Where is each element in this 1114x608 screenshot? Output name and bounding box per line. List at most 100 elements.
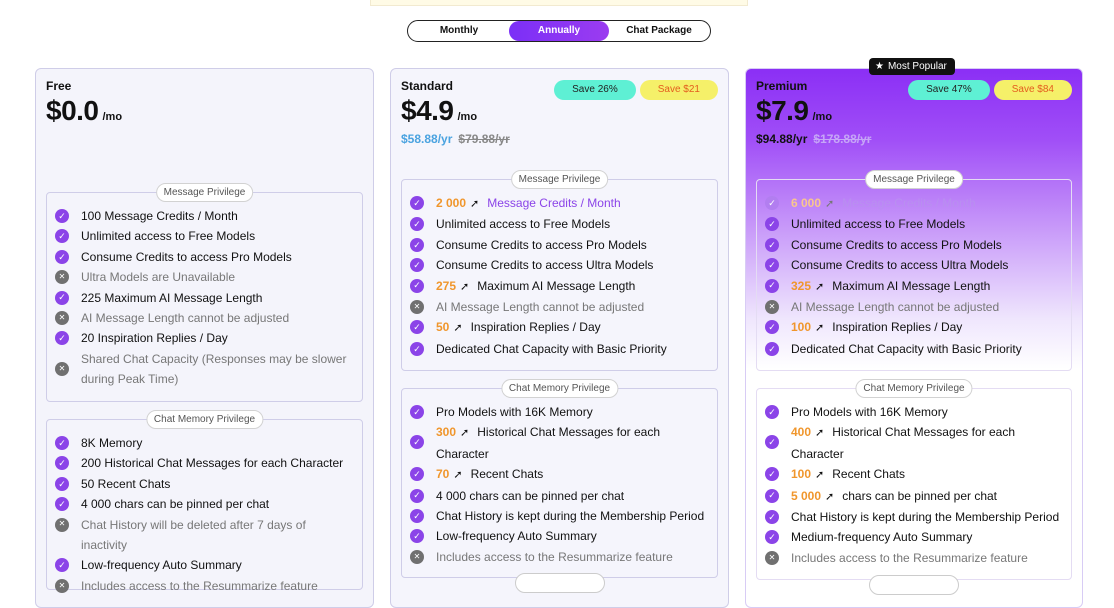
list-item: ✓ Unlimited access to Free Models [757,214,1071,234]
list-item: ✓ Low-frequency Auto Summary [402,526,717,546]
cross-icon: ✕ [55,270,69,285]
item-text: Low-frequency Auto Summary [436,529,597,544]
list-item: ✓ 6 000 ➚ Message Credits / Month [757,193,1071,214]
cross-icon: ✕ [410,300,424,315]
check-icon: ✓ [410,529,424,544]
list-item: ✓ Unlimited access to Free Models [47,226,362,246]
item-text: 8K Memory [81,436,143,450]
most-popular-badge: ★ Most Popular [869,58,955,75]
upgrade-arrow-icon: ➚ [460,427,470,440]
check-icon: ✓ [55,558,69,573]
save-badges: Save 47% Save $84 [908,80,1072,100]
item-text: Unlimited access to Free Models [81,229,256,244]
list-item: ✓ 4 000 chars can be pinned per chat [402,486,717,506]
save-percent-badge: Save 47% [908,80,990,100]
item-text: AI Message Length cannot be adjusted [81,311,290,326]
upgrade-arrow-icon: ➚ [453,322,463,335]
upgrade-arrow-icon: ➚ [815,469,825,482]
highlight-number: 300 [436,425,457,440]
toggle-monthly[interactable]: Monthly [439,25,479,36]
section-label: Message Privilege [865,170,963,189]
chat-memory-privilege-section: Chat Memory Privilege ✓ Pro Models with 1… [756,379,1072,595]
top-banner-strip [370,0,748,6]
item-text: Historical Chat Messages for each Charac… [791,425,1015,461]
cross-icon: ✕ [410,549,424,564]
message-privilege-section: Message Privilege ✓ 100 Message Credits /… [46,183,363,402]
list-item: ✕ Includes access to the Resummarize feat… [402,547,717,567]
list-item: ✕ Includes access to the Resummarize feat… [757,548,1071,568]
list-item: ✕ AI Message Length cannot be adjusted [757,297,1071,317]
upgrade-arrow-icon: ➚ [815,322,825,335]
price-value: $7.9 [756,95,809,126]
list-item: ✓ Consume Credits to access Ultra Models [757,255,1071,275]
toggle-chat-package[interactable]: Chat Package [626,25,692,36]
check-icon: ✓ [55,436,69,450]
check-icon: ✓ [765,467,779,482]
check-icon: ✓ [410,237,424,252]
item-text: Unlimited access to Free Models [791,217,966,232]
check-icon: ✓ [765,405,779,419]
list-item: ✓ 200 Historical Chat Messages for each C… [47,453,362,473]
list-item: ✓ 4 000 chars can be pinned per chat [47,494,362,514]
price-period: /mo [457,111,478,123]
list-item: ✓ 300 ➚ Historical Chat Messages for each C… [402,422,717,464]
save-amount-badge: Save $84 [993,80,1072,100]
highlight-number: 6 000 [791,196,822,210]
check-icon: ✓ [410,341,424,356]
toggle-annually[interactable]: Annually [509,21,609,41]
upgrade-arrow-icon: ➚ [825,198,835,210]
list-item: ✓ Medium-frequency Auto Summary [757,527,1071,547]
cross-icon: ✕ [55,578,69,593]
plan-name: Premium [756,79,808,93]
item-text: Includes access to the Resummarize featu… [436,549,673,564]
item-text: 200 Historical Chat Messages for each Ch… [81,456,344,471]
item-text: AI Message Length cannot be adjusted [791,300,1000,315]
cross-icon: ✕ [55,361,69,376]
item-text: Shared Chat Capacity (Responses may be s… [81,351,347,387]
list-item: ✕ Shared Chat Capacity (Responses may be … [47,349,362,390]
check-icon: ✓ [765,341,779,356]
highlight-number: 50 [436,320,450,335]
item-text: Pro Models with 16K Memory [436,405,593,419]
item-text: Consume Credits to access Ultra Models [436,258,654,273]
list-item: ✓ Pro Models with 16K Memory [402,402,717,422]
highlight-number: 400 [791,425,812,440]
check-icon: ✓ [765,488,779,503]
yearly-price-old: $79.88/yr [458,132,510,146]
list-item: ✓ 5 000 ➚ chars can be pinned per chat [757,486,1071,507]
plan-price: $4.9/mo [401,95,477,127]
check-icon: ✓ [765,278,779,293]
plan-card-premium[interactable]: ★ Most Popular Premium Save 47% Save $84 … [745,58,1083,608]
price-period: /mo [812,111,833,123]
star-icon: ★ [875,61,884,72]
plan-card-free[interactable]: Free $0.0/mo Message Privilege ✓ 100 Mess… [35,68,374,608]
list-item: ✓ Dedicated Chat Capacity with Basic Prio… [402,339,717,359]
check-icon: ✓ [55,290,69,305]
item-text: 20 Inspiration Replies / Day [81,331,228,346]
list-item: ✓ Dedicated Chat Capacity with Basic Prio… [757,339,1071,359]
check-icon: ✓ [765,196,779,210]
billing-period-toggle: Monthly Annually Chat Package [407,20,711,42]
save-percent-badge: Save 26% [554,80,636,100]
plan-price: $0.0/mo [46,95,122,127]
item-text: Consume Credits to access Pro Models [81,249,292,264]
check-icon: ✓ [55,229,69,244]
item-text: 225 Maximum AI Message Length [81,290,263,305]
plan-name: Free [46,79,72,93]
save-amount-badge: Save $21 [639,80,718,100]
most-popular-label: Most Popular [887,61,947,72]
section-label: Message Privilege [155,183,254,202]
item-text: Chat History is kept during the Membersh… [791,510,1060,525]
section-label: Chat Memory Privilege [500,379,619,398]
item-text: Consume Credits to access Ultra Models [791,258,1009,273]
section-label: Message Privilege [510,170,609,189]
upgrade-arrow-icon: ➚ [815,280,825,293]
plan-card-standard[interactable]: Standard Save 26% Save $21 $4.9/mo $58.8… [390,68,729,608]
item-text: Recent Chats [470,467,544,482]
item-text: Consume Credits to access Pro Models [436,237,647,252]
item-text: Unlimited access to Free Models [436,217,611,232]
item-text: Inspiration Replies / Day [470,320,601,335]
list-item: ✓ 70 ➚ Recent Chats [402,464,717,485]
item-text: Maximum AI Message Length [832,278,991,293]
check-icon: ✓ [410,320,424,335]
